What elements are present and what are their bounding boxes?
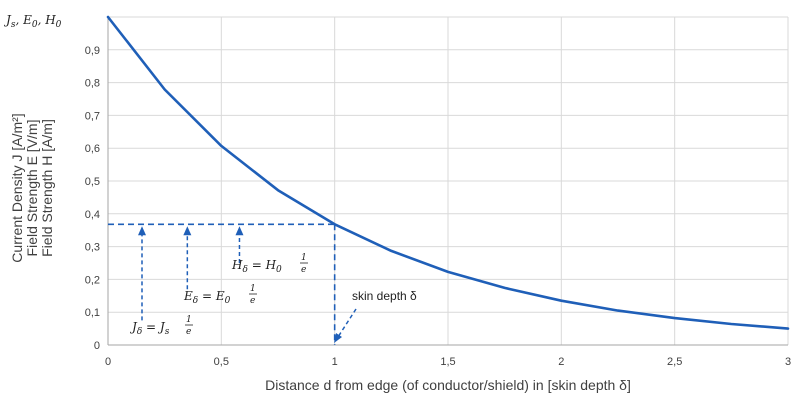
x-tick-label: 0,5 [214, 356, 229, 368]
series-point [617, 309, 619, 312]
y-axis-title: Current Density J [A/m²] Field Strength … [9, 113, 55, 262]
annotation-h-delta-num: 1 [301, 253, 307, 263]
reference-lines [108, 223, 336, 345]
series-point [220, 145, 222, 147]
y-top-label: Js, E0, H0 [3, 13, 62, 30]
annotation-skin-depth: skin depth δ [352, 289, 417, 303]
series-point [560, 300, 562, 302]
annotation-j-delta-den: e [186, 327, 191, 337]
x-tick-label: 1 [332, 356, 338, 368]
y-tick-label: 0,5 [85, 176, 100, 188]
reference-arrow-head [183, 226, 192, 236]
skin-depth-pointer-head [334, 333, 342, 343]
y-tick-label: 0,7 [85, 110, 100, 122]
x-tick-label: 1,5 [440, 356, 455, 368]
tick-labels: 0 0,1 0,2 0,3 0,4 0,5 0,6 0,7 0,8 0,9 0 0,5 1 1,5 2 2,5… [85, 45, 791, 368]
series-point [277, 189, 279, 191]
annotation-e-delta-num: 1 [250, 284, 256, 294]
y-tick-label: 0 [94, 340, 100, 352]
x-tick-label: 2 [558, 356, 564, 368]
y-tick-label: 0,3 [85, 242, 100, 254]
x-tick-label: 0 [105, 356, 111, 368]
y-tick-label: 0,9 [85, 45, 100, 57]
annotation-j-delta-num: 1 [186, 315, 192, 325]
y-axis-title-line-3: Field Strength H [A/m] [39, 119, 55, 257]
series-point [674, 317, 676, 319]
series [106, 15, 790, 330]
skin-depth-pointer [337, 308, 357, 338]
series-point [334, 223, 336, 225]
reference-arrow-head [235, 226, 244, 236]
annotation-e-delta-den: e [250, 296, 255, 306]
y-tick-label: 0,1 [85, 307, 100, 319]
y-axis-title-line-2: Field Strength E [V/m] [24, 120, 40, 257]
x-tick-label: 2,5 [667, 356, 682, 368]
x-axis-title: Distance d from edge (of conductor/shiel… [265, 377, 631, 393]
annotation-h-delta-den: e [301, 265, 306, 275]
y-tick-label: 0,2 [85, 274, 100, 286]
series-point [107, 16, 109, 18]
x-tick-label: 3 [785, 356, 791, 368]
series-point [390, 250, 392, 252]
series-point [504, 287, 506, 289]
y-tick-label: 0,6 [85, 143, 100, 155]
y-axis-title-line-1: Current Density J [A/m²] [9, 113, 25, 262]
series-point [787, 328, 789, 330]
y-tick-label: 0,4 [85, 209, 100, 221]
gridlines [108, 16, 789, 345]
series-point [164, 88, 166, 91]
axes [107, 17, 788, 346]
series-point [730, 323, 732, 325]
y-tick-label: 0,8 [85, 78, 100, 90]
reference-arrow-head [138, 226, 146, 236]
series-point [447, 271, 449, 273]
